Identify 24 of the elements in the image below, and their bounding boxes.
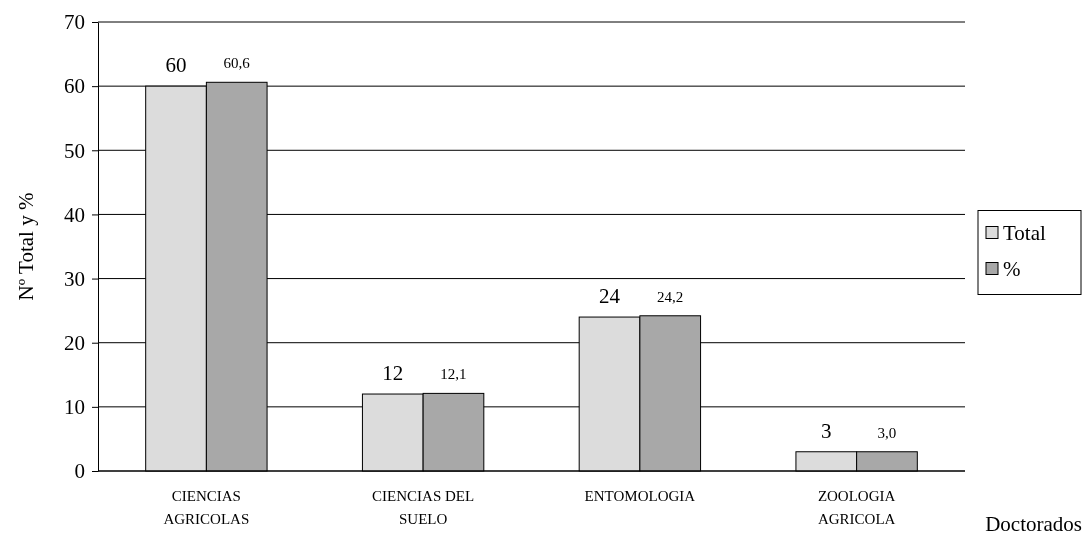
data-label: 24 [599,284,621,309]
y-tick-label: 0 [74,459,85,484]
x-axis-title: Doctorados [985,512,1082,536]
data-label: 3 [821,418,832,443]
y-tick-label: 60 [64,74,85,99]
data-label: 12 [382,361,404,386]
y-tick-label: 10 [64,395,85,420]
legend-label: % [1003,256,1021,281]
y-tick-label: 30 [64,266,85,291]
legend-label: Total [1003,220,1047,245]
y-axis-title: Nº Total y % [14,192,38,301]
y-tick-label: 50 [64,138,85,163]
y-tick-label: 20 [64,330,85,355]
data-label: 60,6 [223,55,251,72]
y-tick-label: 40 [64,202,85,227]
x-tick-label: CIENCIAS DEL SUELO [372,488,475,527]
data-label: 24,2 [657,288,684,305]
data-label: 12,1 [440,366,467,383]
data-label: 3,0 [877,424,897,441]
x-tick-label: CIENCIAS AGRICOLAS [163,488,250,527]
data-label: 60 [165,53,187,78]
x-tick-label: ZOOLOGIA AGRICOLA [817,488,896,527]
y-tick-label: 70 [64,10,85,35]
x-tick-label: ENTOMOLOGIA [584,488,696,504]
